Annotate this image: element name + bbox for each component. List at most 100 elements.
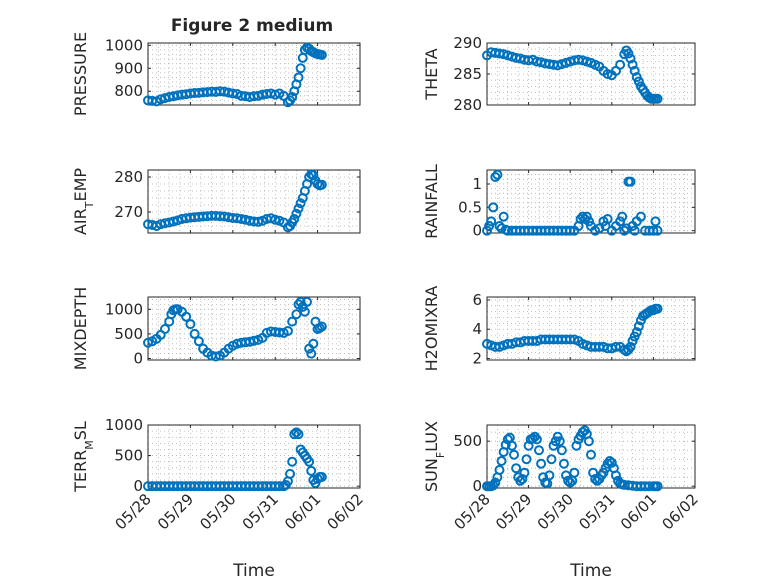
- data-point: [500, 439, 511, 450]
- data-point: [289, 214, 300, 224]
- data-point: [629, 65, 640, 76]
- data-point: [509, 449, 520, 460]
- data-point: [316, 471, 327, 482]
- y-axis-label: H2OMIXRA: [422, 286, 441, 372]
- x-tick-label: 06/01: [617, 490, 660, 533]
- data-point: [181, 311, 192, 322]
- y-tick-label: 6: [472, 291, 482, 309]
- data-point: [274, 481, 285, 492]
- data-point: [563, 475, 574, 486]
- data-point: [652, 303, 663, 314]
- y-tick-label: 280: [453, 96, 482, 114]
- data-point: [565, 477, 576, 488]
- subplot-3: 270 280 AIRTEMP: [71, 168, 361, 235]
- data-point: [602, 214, 613, 224]
- data-point: [536, 458, 547, 469]
- data-point: [619, 225, 630, 236]
- y-tick-label: 2: [472, 350, 482, 368]
- y-tick-label: 500: [114, 447, 143, 465]
- subplot-7: 05/28 05/29 05/30 05/31 06/01 06/02 0 500 1000 TE…: [71, 416, 367, 581]
- data-point: [496, 456, 507, 466]
- data-point: [291, 208, 302, 219]
- figure-title: Figure 2 medium: [171, 16, 333, 36]
- y-tick-label: 1000: [105, 300, 143, 318]
- x-axis-label: Time: [569, 561, 612, 581]
- data-point: [615, 216, 626, 227]
- y-tick-label: 800: [114, 82, 143, 100]
- data-point: [490, 172, 501, 182]
- data-point: [295, 198, 306, 209]
- x-tick-label: 05/30: [196, 490, 239, 533]
- y-tick-label: 1000: [105, 416, 143, 434]
- y-axis-label: MIXDEPTH: [71, 287, 90, 370]
- data-point: [610, 470, 621, 481]
- series-markers: [482, 303, 663, 357]
- y-tick-label: 0: [133, 477, 143, 495]
- data-point: [652, 225, 663, 236]
- data-point: [511, 463, 522, 474]
- y-tick-label: 1: [472, 175, 482, 193]
- y-tick-label: 900: [114, 59, 143, 77]
- data-point: [569, 467, 580, 478]
- data-point: [604, 456, 615, 466]
- data-point: [517, 474, 528, 484]
- data-point: [546, 454, 557, 465]
- y-tick-label: 270: [114, 203, 143, 221]
- data-point: [488, 202, 499, 213]
- data-point: [299, 306, 310, 317]
- subplot-4: 0 0.5 1 RAINFALL: [422, 164, 696, 240]
- data-point: [193, 336, 204, 347]
- data-point: [282, 325, 293, 336]
- data-point: [627, 59, 638, 70]
- series-markers: [482, 169, 663, 236]
- data-point: [633, 76, 644, 87]
- data-point: [155, 94, 166, 105]
- subplot-6: 2 4 6 H2OMIXRA: [422, 286, 696, 372]
- data-point: [484, 221, 495, 231]
- subplot-5: 0 500 1000 MIXDEPTH: [71, 287, 361, 370]
- data-point: [316, 179, 327, 190]
- y-axis-label: THETA: [422, 48, 441, 100]
- series-markers: [482, 45, 663, 104]
- y-tick-label: 280: [114, 168, 143, 186]
- data-point: [581, 211, 592, 222]
- data-point: [617, 211, 628, 222]
- data-point: [285, 468, 296, 479]
- data-point: [556, 445, 567, 456]
- data-point: [534, 445, 544, 456]
- data-point: [304, 456, 315, 467]
- subplot-1: 800 900 1000 PRESSURE: [71, 32, 361, 116]
- data-point: [648, 225, 659, 236]
- y-axis-label: RAINFALL: [422, 164, 441, 239]
- y-tick-label: 285: [453, 65, 482, 83]
- axes-frame: [147, 42, 361, 106]
- data-point: [531, 434, 542, 445]
- data-point: [615, 59, 626, 70]
- data-point: [571, 440, 582, 451]
- data-point: [565, 225, 576, 236]
- data-point: [650, 216, 661, 227]
- data-point: [210, 351, 221, 362]
- y-tick-label: 0.5: [458, 198, 482, 216]
- plot-area: [148, 425, 360, 488]
- y-axis-label: TERRMSL: [71, 421, 96, 493]
- subplot-2: 280 285 290 THETA: [422, 34, 696, 114]
- data-point: [633, 321, 644, 332]
- data-point: [583, 436, 594, 447]
- data-point: [652, 93, 663, 104]
- x-axis-label: Time: [232, 561, 275, 581]
- data-point: [629, 225, 640, 236]
- series-markers: [143, 296, 327, 362]
- data-point: [623, 48, 634, 59]
- series-markers: [143, 169, 327, 233]
- data-point: [586, 449, 596, 460]
- series-markers: [482, 425, 663, 492]
- data-point: [306, 465, 317, 476]
- data-point: [168, 216, 179, 227]
- y-tick-label: 500: [114, 325, 143, 343]
- data-point: [306, 348, 317, 359]
- x-tick-label: 06/02: [324, 490, 367, 533]
- x-tick-label: 06/02: [659, 490, 702, 533]
- data-point: [635, 211, 646, 222]
- data-point: [316, 49, 327, 60]
